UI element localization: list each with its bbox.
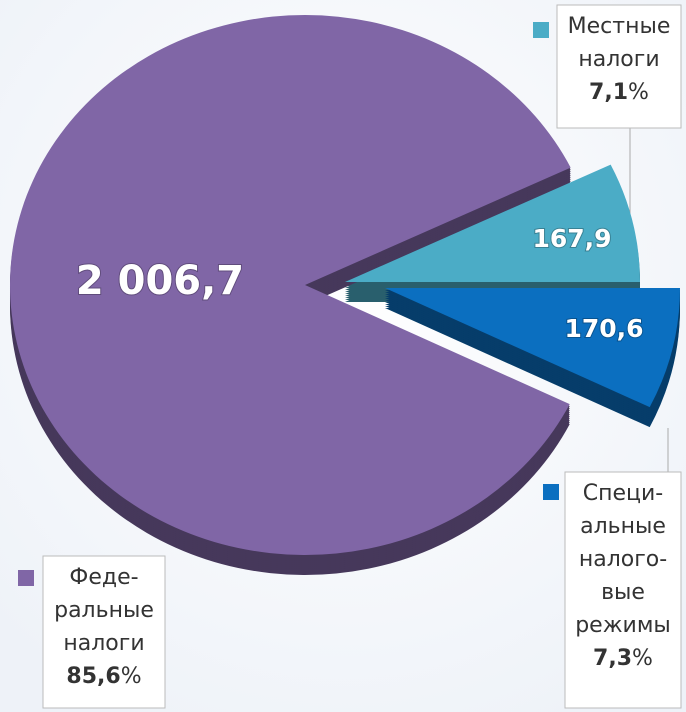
legend-label: Специ- <box>583 481 664 506</box>
legend-swatch <box>533 22 549 38</box>
legend-box <box>42 555 166 709</box>
legend-percent: 7,1% <box>589 80 649 105</box>
percent-value: 7,3 <box>593 646 632 671</box>
legend-label: режимы <box>575 613 671 638</box>
pie-slice <box>9 15 571 556</box>
percent-unit: % <box>628 80 649 105</box>
legend-box <box>556 4 682 129</box>
legend-box <box>564 471 682 709</box>
legend-label: Местные <box>568 14 671 39</box>
percent-unit: % <box>632 646 653 671</box>
legend-label: альные <box>580 514 666 539</box>
pie-slice <box>345 164 640 282</box>
percent-unit: % <box>121 664 142 689</box>
legend-label: налоги <box>63 631 144 656</box>
legend-percent: 7,3% <box>593 646 653 671</box>
legend-label: ральные <box>54 598 154 623</box>
legend-swatch <box>543 484 559 500</box>
percent-value: 7,1 <box>589 80 628 105</box>
value-label: 167,9 <box>532 224 611 253</box>
value-label: 2 006,7 <box>76 258 244 304</box>
percent-value: 85,6 <box>66 664 120 689</box>
legend-swatch <box>18 570 34 586</box>
pie-slice <box>385 288 680 408</box>
legend-label: вые <box>601 580 645 605</box>
value-label: 170,6 <box>564 314 643 343</box>
legend-label: налоги <box>578 47 659 72</box>
legend-percent: 85,6% <box>66 664 141 689</box>
legend-label: налого- <box>579 547 667 572</box>
legend-label: Феде- <box>69 565 138 590</box>
